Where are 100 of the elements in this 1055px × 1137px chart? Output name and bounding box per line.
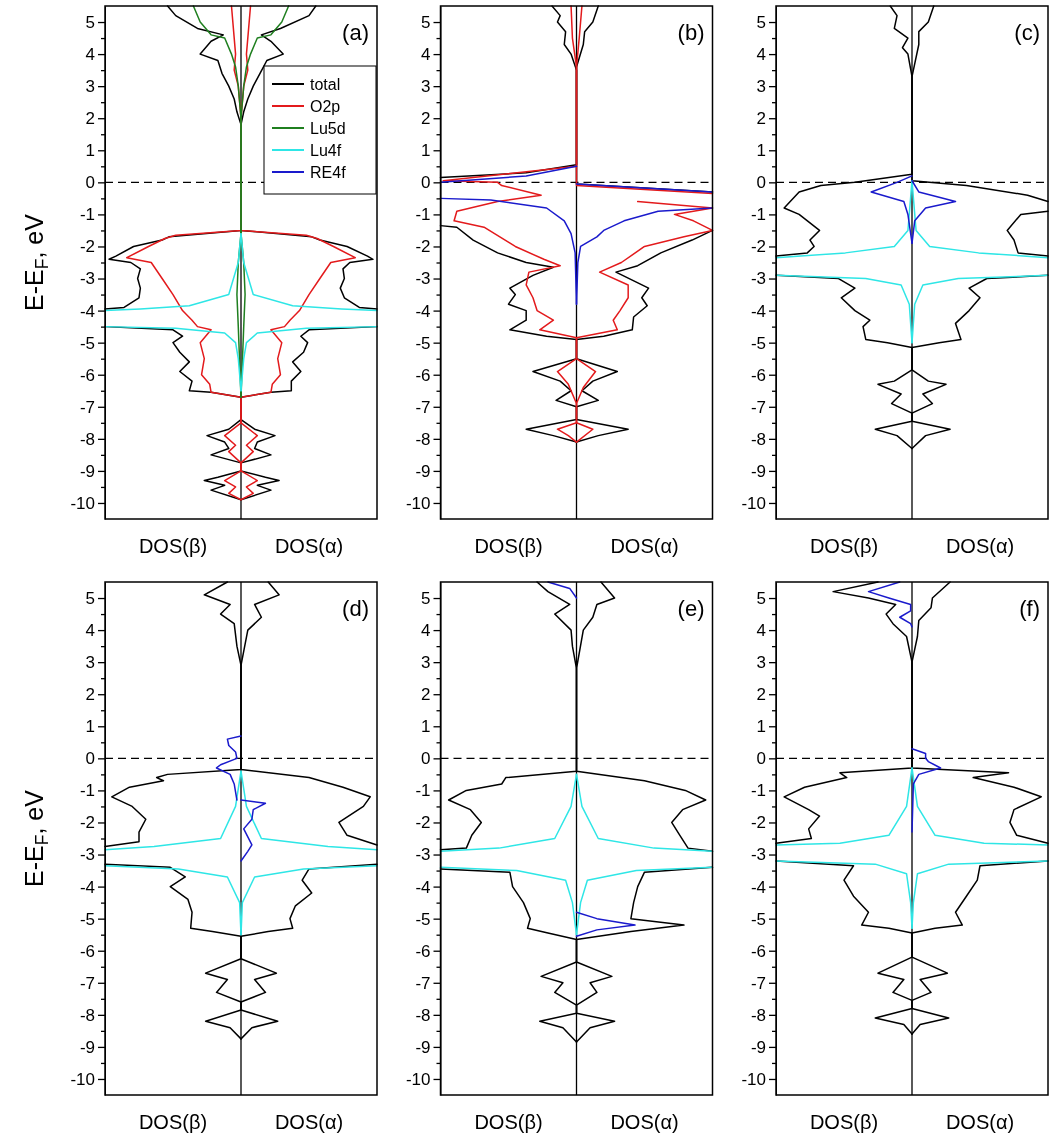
- legend-label: total: [310, 76, 341, 93]
- y-tick-label: -8: [79, 1005, 95, 1025]
- y-tick-label: -8: [79, 429, 95, 449]
- y-tick-label: 5: [756, 588, 766, 608]
- y-tick-label: 0: [756, 173, 766, 193]
- legend-label: RE4f: [310, 164, 347, 181]
- legend-label: Lu5d: [310, 120, 346, 137]
- y-tick-label: -4: [79, 877, 95, 897]
- y-tick-label: -9: [79, 461, 95, 481]
- y-tick-label: 5: [756, 12, 766, 32]
- y-tick-label: -7: [79, 397, 95, 417]
- y-tick-label: -7: [750, 973, 766, 993]
- y-tick-label: -8: [750, 429, 766, 449]
- y-tick-label: -10: [405, 1069, 431, 1089]
- text: (a): [342, 20, 369, 45]
- y-tick-label: 0: [85, 173, 95, 193]
- y-tick-label: 1: [421, 141, 431, 161]
- y-tick-label: -7: [415, 973, 431, 993]
- y-tick-label: 4: [756, 45, 766, 65]
- y-tick-label: -8: [750, 1005, 766, 1025]
- y-tick-label: -9: [750, 1037, 766, 1057]
- y-tick-label: 4: [421, 45, 431, 65]
- y-tick-label: 1: [85, 717, 95, 737]
- text: DOS(β): [474, 535, 543, 557]
- y-tick-label: -1: [750, 781, 766, 801]
- y-tick-label: 5: [421, 588, 431, 608]
- y-tick-label: -1: [79, 205, 95, 225]
- y-tick-label: -9: [415, 1037, 431, 1057]
- y-tick-label: 0: [421, 749, 431, 769]
- y-tick-label: 2: [85, 685, 95, 705]
- y-tick-label: -5: [750, 909, 766, 929]
- text: (b): [677, 20, 705, 45]
- y-tick-label: 0: [85, 749, 95, 769]
- y-tick-label: -10: [405, 493, 431, 513]
- y-tick-label: 3: [85, 77, 95, 97]
- y-tick-label: -4: [415, 877, 431, 897]
- y-tick-label: -2: [415, 813, 431, 833]
- y-tick-label: -4: [79, 301, 95, 321]
- y-tick-label: -6: [79, 941, 95, 961]
- y-tick-label: -8: [415, 429, 431, 449]
- text: DOS(β): [474, 1111, 543, 1133]
- y-tick-label: -2: [750, 813, 766, 833]
- y-tick-label: -10: [70, 1069, 95, 1089]
- text: (e): [677, 596, 705, 621]
- y-tick-label: -3: [415, 269, 431, 289]
- text: DOS(α): [274, 1111, 344, 1133]
- y-tick-label: -3: [750, 269, 766, 289]
- text: DOS(α): [945, 535, 1015, 557]
- y-tick-label: 4: [85, 45, 95, 65]
- text: (d): [342, 596, 369, 621]
- y-tick-label: -7: [415, 397, 431, 417]
- y-tick-label: 3: [421, 653, 431, 673]
- y-tick-label: -5: [415, 333, 431, 353]
- y-tick-label: -3: [750, 845, 766, 865]
- y-tick-label: -3: [415, 845, 431, 865]
- y-tick-label: -5: [79, 909, 95, 929]
- y-tick-label: 2: [421, 109, 431, 129]
- text: DOS(α): [274, 535, 344, 557]
- y-tick-label: 3: [756, 653, 766, 673]
- y-tick-label: -5: [750, 333, 766, 353]
- y-tick-label: -10: [70, 493, 95, 513]
- y-tick-label: -9: [79, 1037, 95, 1057]
- y-tick-label: -9: [415, 461, 431, 481]
- y-tick-label: -6: [415, 365, 431, 385]
- y-tick-label: -1: [415, 205, 431, 225]
- y-tick-label: 0: [756, 749, 766, 769]
- legend-label: O2p: [310, 98, 341, 115]
- y-tick-label: 2: [756, 109, 766, 129]
- y-tick-label: -5: [79, 333, 95, 353]
- y-tick-label: 4: [85, 621, 95, 641]
- legend-label: Lu4f: [310, 142, 342, 159]
- y-tick-label: 1: [756, 717, 766, 737]
- y-tick-label: -7: [79, 973, 95, 993]
- y-tick-label: 3: [421, 77, 431, 97]
- y-tick-label: 4: [756, 621, 766, 641]
- text: (f): [1019, 596, 1040, 621]
- y-tick-label: -1: [79, 781, 95, 801]
- y-tick-label: 3: [85, 653, 95, 673]
- y-tick-label: -6: [79, 365, 95, 385]
- y-tick-label: 2: [85, 109, 95, 129]
- y-tick-label: -5: [415, 909, 431, 929]
- y-tick-label: -2: [750, 237, 766, 257]
- y-tick-label: -8: [415, 1005, 431, 1025]
- y-tick-label: 3: [756, 77, 766, 97]
- y-tick-label: 0: [421, 173, 431, 193]
- y-tick-label: 2: [421, 685, 431, 705]
- y-tick-label: 5: [85, 588, 95, 608]
- y-tick-label: 1: [421, 717, 431, 737]
- text: DOS(β): [809, 535, 879, 557]
- y-tick-label: -10: [741, 1069, 766, 1089]
- text: DOS(α): [610, 1111, 679, 1133]
- y-tick-label: -4: [750, 301, 766, 321]
- y-tick-label: -6: [415, 941, 431, 961]
- y-tick-label: -9: [750, 461, 766, 481]
- y-tick-label: -2: [79, 237, 95, 257]
- y-tick-label: 4: [421, 621, 431, 641]
- text: DOS(β): [138, 1111, 208, 1133]
- y-tick-label: -1: [750, 205, 766, 225]
- y-tick-label: -2: [415, 237, 431, 257]
- y-tick-label: -6: [750, 941, 766, 961]
